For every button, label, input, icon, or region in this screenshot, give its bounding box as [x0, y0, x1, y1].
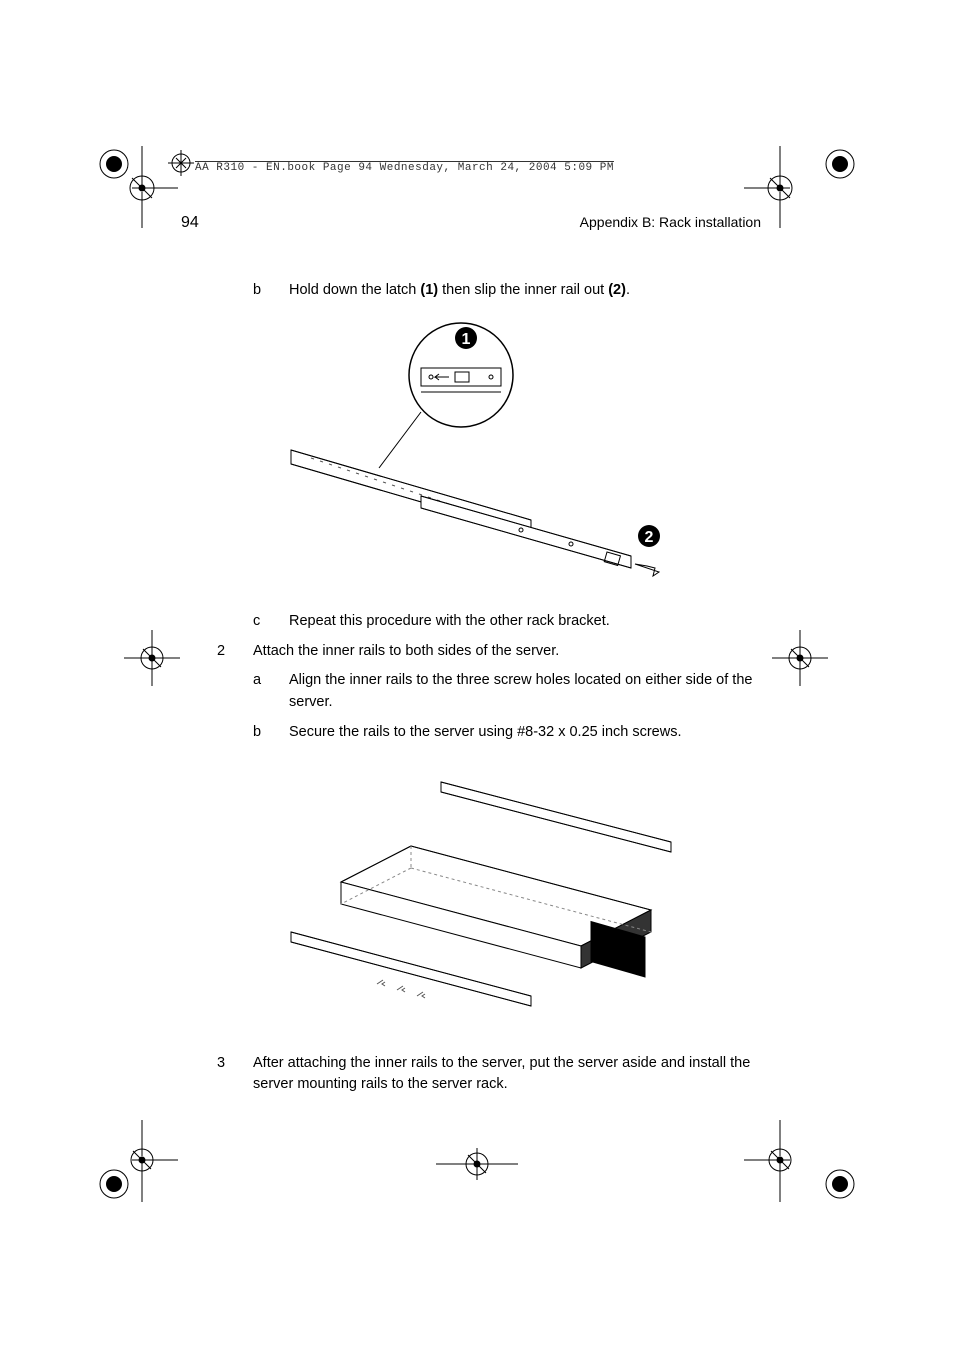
step-1b: b Hold down the latch (1) then slip the …	[181, 280, 761, 302]
step-1c: c Repeat this procedure with the other r…	[181, 611, 761, 633]
ref-2: (2)	[608, 282, 626, 298]
arrow-mark-icon	[168, 150, 194, 176]
crop-mark-bottom-center	[436, 1144, 518, 1184]
step-3-marker: 3	[217, 1053, 253, 1097]
step-1c-text: Repeat this procedure with the other rac…	[289, 611, 761, 633]
step-2b-text: Secure the rails to the server using #8-…	[289, 722, 761, 744]
step-2b: b Secure the rails to the server using #…	[181, 722, 761, 744]
step-2a: a Align the inner rails to the three scr…	[181, 670, 761, 714]
figure-server-rails	[181, 762, 761, 1027]
step-1c-marker: c	[253, 611, 289, 633]
page-header-title: Appendix B: Rack installation	[580, 214, 761, 230]
step-2a-marker: a	[253, 670, 289, 714]
step-3: 3 After attaching the inner rails to the…	[181, 1053, 761, 1097]
crop-mark-bottom-left	[96, 1120, 178, 1202]
step-2-text: Attach the inner rails to both sides of …	[253, 641, 761, 663]
callout-2: 2	[645, 529, 654, 546]
step-2: 2 Attach the inner rails to both sides o…	[181, 641, 761, 663]
step-2a-text: Align the inner rails to the three screw…	[289, 670, 761, 714]
step-1b-marker: b	[253, 280, 289, 302]
step-3-text: After attaching the inner rails to the s…	[253, 1053, 761, 1097]
crop-mark-top-left	[96, 146, 178, 228]
figure-rail-latch: 1 2	[181, 320, 761, 585]
step-2-marker: 2	[217, 641, 253, 663]
step-2b-marker: b	[253, 722, 289, 744]
running-head-text: AA R310 - EN.book Page 94 Wednesday, Mar…	[195, 162, 614, 174]
running-head: AA R310 - EN.book Page 94 Wednesday, Mar…	[195, 162, 614, 174]
callout-1: 1	[462, 331, 471, 348]
crop-mark-bottom-right	[744, 1120, 856, 1202]
ref-1: (1)	[420, 282, 438, 298]
crop-mark-mid-right	[772, 630, 828, 686]
crop-mark-mid-left	[124, 630, 180, 686]
step-1b-text: Hold down the latch (1) then slip the in…	[289, 280, 761, 302]
page-header: 94 Appendix B: Rack installation	[181, 214, 761, 232]
page-number: 94	[181, 214, 199, 232]
page-content: 94 Appendix B: Rack installation b Hold …	[181, 214, 761, 1104]
